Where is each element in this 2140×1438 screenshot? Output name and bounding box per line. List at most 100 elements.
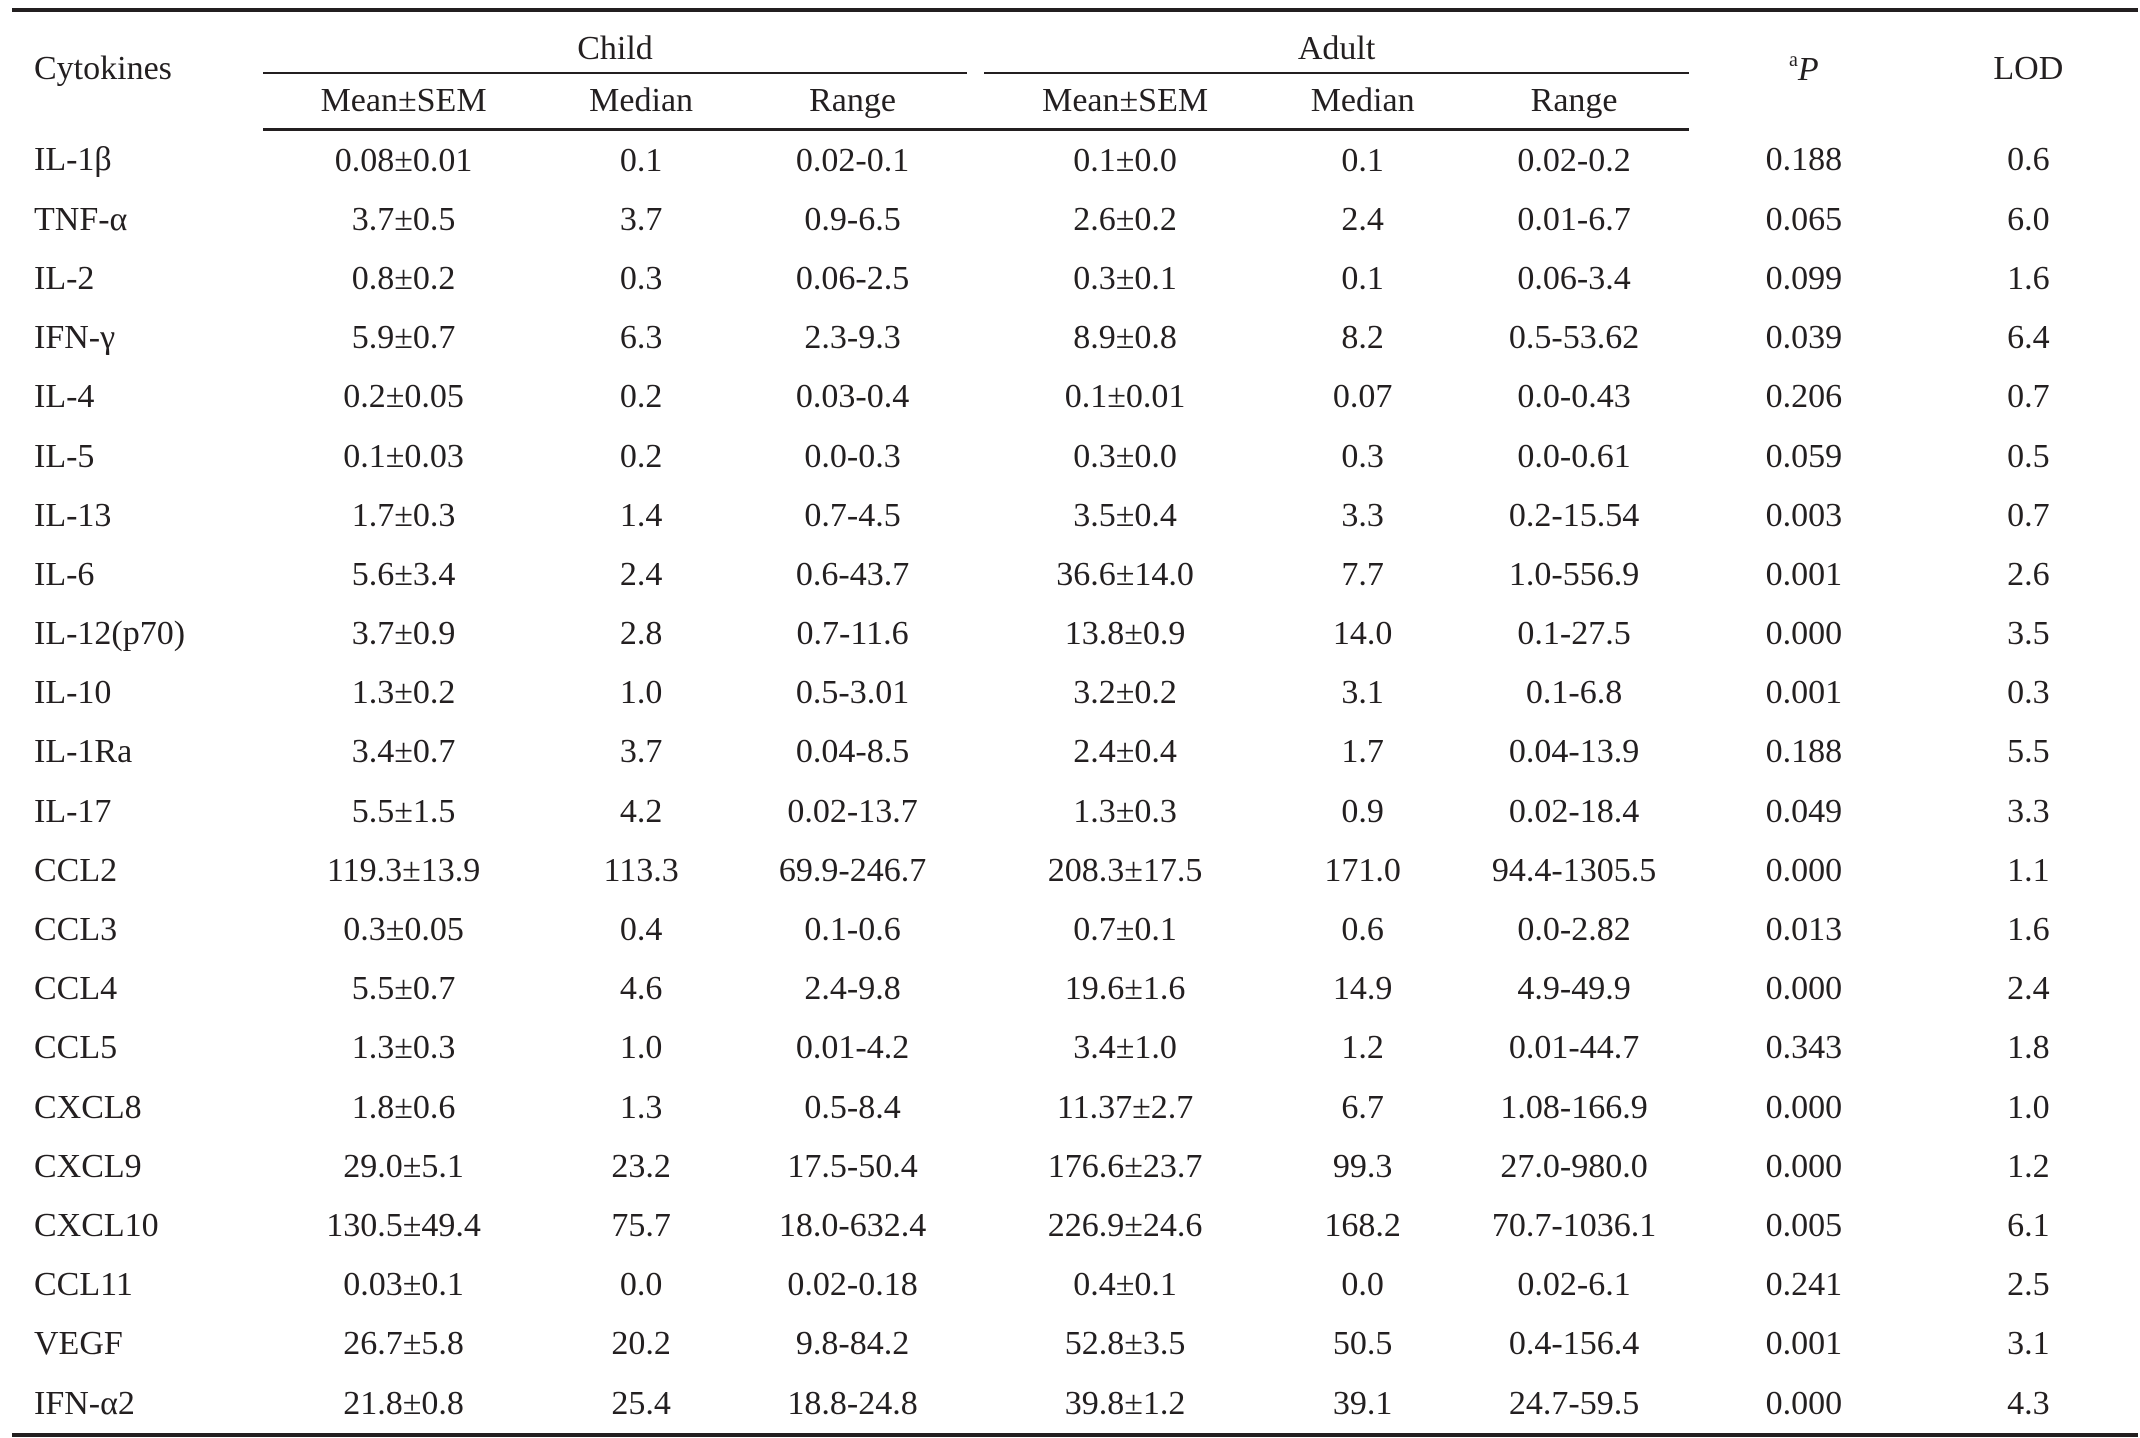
lod-header: LOD: [1918, 8, 2138, 130]
lod-value: 3.3: [2007, 792, 2050, 830]
lod-value: 1.0: [2007, 1088, 2050, 1126]
child-mean-sem: 5.6±3.4: [351, 555, 456, 593]
adult-median: 1.7: [1341, 733, 1384, 771]
column-gap: [967, 545, 984, 604]
child-range: 18.8-24.8: [737, 1373, 968, 1438]
p-value: 0.000: [1765, 851, 1843, 889]
child-range: 0.7-11.6: [796, 615, 909, 653]
column-gap: [967, 960, 984, 1019]
adult-median: 3.3: [1341, 496, 1384, 534]
column-gap: [967, 368, 984, 427]
p-value: 0.059: [1765, 437, 1843, 475]
cytokine-name: IL-4: [34, 378, 95, 416]
adult-range: 0.01-6.7: [1517, 200, 1631, 238]
child-median: 113.3: [603, 851, 679, 889]
adult-median: 1.2: [1341, 1029, 1384, 1067]
child-mean-sem: 119.3±13.9: [326, 851, 481, 889]
p-value: 0.049: [1765, 792, 1843, 830]
cytokine-name: CCL11: [34, 1266, 133, 1304]
p-superscript: a: [1788, 48, 1798, 71]
column-gap: [967, 486, 984, 545]
p-value: 0.005: [1765, 1206, 1843, 1244]
adult-range: 70.7-1036.1: [1491, 1206, 1657, 1244]
adult-median: 8.2: [1341, 319, 1384, 357]
adult-median: 0.1: [1341, 141, 1384, 179]
column-gap: [967, 249, 984, 308]
lod-value: 6.4: [2007, 319, 2050, 357]
child-mean-sem: 0.1±0.03: [343, 437, 464, 475]
child-mean-sem: 0.2±0.05: [343, 378, 464, 416]
child-median: 75.7: [611, 1206, 671, 1244]
child-mean-sem: 0.8±0.2: [351, 259, 456, 297]
child-mean-sem: 3.7±0.9: [351, 615, 456, 653]
lod-value: 1.6: [2007, 259, 2050, 297]
child-mean-sem: 3.4±0.7: [351, 733, 456, 771]
lod-value: 1.8: [2007, 1029, 2050, 1067]
table-row: CXCL9 29.0±5.1 23.2 17.5-50.4 176.6±23.7 99.3…: [12, 1137, 2138, 1196]
adult-range: 0.2-15.54: [1508, 496, 1640, 534]
adult-group-header: Adult: [984, 8, 1689, 74]
table-row: IL-10 1.3±0.2 1.0 0.5-3.01 3.2±0.2 3.1 0.1-6.8…: [12, 664, 2138, 723]
table-row: IL-17 5.5±1.5 4.2 0.02-13.7 1.3±0.3 0.9 0.02-1…: [12, 782, 2138, 841]
child-range: 0.5-3.01: [795, 674, 910, 712]
adult-range: 0.04-13.9: [1508, 733, 1640, 771]
adult-range: 94.4-1305.5: [1491, 851, 1657, 889]
child-mean-sem: 1.3±0.2: [351, 674, 456, 712]
child-mean-sem: 0.3±0.05: [343, 911, 464, 949]
p-value: 0.188: [1765, 140, 1843, 178]
p-value: 0.013: [1765, 911, 1843, 949]
table-row: CCL3 0.3±0.05 0.4 0.1-0.6 0.7±0.1 0.6 0.0-2.82…: [12, 900, 2138, 959]
child-median: 1.0: [619, 674, 663, 712]
column-gap: [967, 1078, 984, 1137]
adult-range: 0.01-44.7: [1508, 1029, 1640, 1067]
p-letter: P: [1797, 50, 1819, 88]
column-gap: [967, 1196, 984, 1255]
cytokine-name: CXCL9: [34, 1147, 142, 1185]
child-mean-sem: 29.0±5.1: [343, 1147, 464, 1185]
adult-mean-sem: 0.3±0.1: [1073, 259, 1177, 297]
cytokine-name: CXCL8: [34, 1088, 142, 1126]
child-mean-header: Mean±SEM: [262, 73, 545, 131]
adult-mean-sem: 1.3±0.3: [1073, 792, 1177, 830]
adult-median: 0.3: [1341, 437, 1384, 475]
child-range: 69.9-246.7: [778, 851, 927, 889]
adult-range: 0.06-3.4: [1517, 259, 1631, 297]
column-gap: [967, 723, 984, 782]
lod-value: 2.4: [2007, 970, 2050, 1008]
cytokine-name: VEGF: [34, 1325, 123, 1363]
cytokine-name: IL-10: [34, 674, 112, 712]
p-value: 0.188: [1765, 733, 1843, 771]
adult-median: 3.1: [1341, 674, 1384, 712]
p-value: 0.343: [1765, 1029, 1843, 1067]
child-mean-sem: 3.7±0.5: [351, 200, 456, 238]
adult-range: 0.1-27.5: [1517, 615, 1631, 653]
adult-mean-sem: 52.8±3.5: [1064, 1325, 1186, 1363]
adult-median: 0.9: [1341, 792, 1384, 830]
table-row: CCL4 5.5±0.7 4.6 2.4-9.8 19.6±1.6 14.9 4.9-49.…: [12, 960, 2138, 1019]
adult-mean-sem: 13.8±0.9: [1064, 615, 1186, 653]
child-range: 0.04-8.5: [795, 733, 910, 771]
child-mean-sem: 5.5±0.7: [351, 970, 456, 1008]
column-gap: [967, 1373, 985, 1438]
table-row: IL-6 5.6±3.4 2.4 0.6-43.7 36.6±14.0 7.7 1.0-55…: [12, 545, 2138, 604]
cytokine-name: IL-13: [34, 496, 112, 534]
lod-value: 0.6: [2007, 140, 2050, 178]
p-value: 0.001: [1765, 555, 1843, 593]
adult-range: 24.7-59.5: [1459, 1373, 1689, 1438]
child-median: 1.4: [619, 496, 663, 534]
p-value: 0.003: [1765, 496, 1843, 534]
child-median: 2.4: [619, 555, 663, 593]
cytokine-name: IL-1β: [34, 140, 112, 178]
table-row: IL-13 1.7±0.3 1.4 0.7-4.5 3.5±0.4 3.3 0.2-15.5…: [12, 486, 2138, 545]
child-range: 0.06-2.5: [795, 259, 910, 297]
lod-value: 2.5: [2007, 1266, 2050, 1304]
lod-value: 6.1: [2007, 1206, 2050, 1244]
column-gap: [967, 782, 984, 841]
lod-value: 1.2: [2007, 1147, 2050, 1185]
adult-range: 1.08-166.9: [1500, 1088, 1648, 1126]
child-median: 6.3: [619, 319, 663, 357]
table-row: IFN-γ 5.9±0.7 6.3 2.3-9.3 8.9±0.8 8.2 0.5-53.6…: [12, 309, 2138, 368]
child-range: 0.02-0.18: [787, 1266, 918, 1304]
column-gap: [967, 664, 984, 723]
child-median: 4.2: [619, 792, 663, 830]
